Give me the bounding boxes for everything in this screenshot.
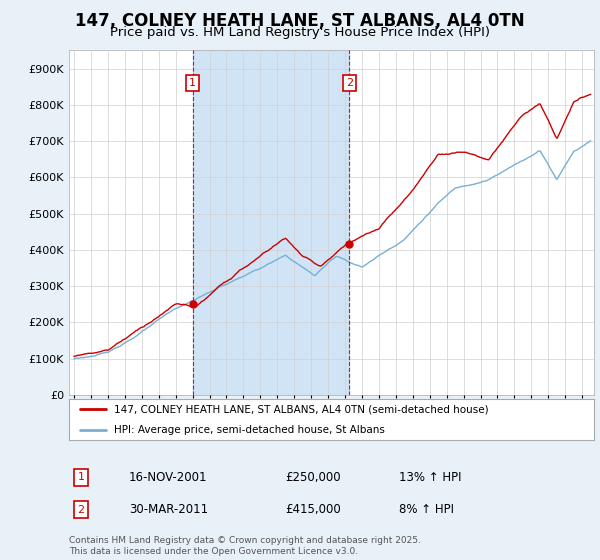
Text: 147, COLNEY HEATH LANE, ST ALBANS, AL4 0TN (semi-detached house): 147, COLNEY HEATH LANE, ST ALBANS, AL4 0… bbox=[113, 404, 488, 414]
Text: 1: 1 bbox=[77, 472, 85, 482]
Text: HPI: Average price, semi-detached house, St Albans: HPI: Average price, semi-detached house,… bbox=[113, 424, 385, 435]
Text: Price paid vs. HM Land Registry's House Price Index (HPI): Price paid vs. HM Land Registry's House … bbox=[110, 26, 490, 39]
Text: 1: 1 bbox=[189, 78, 196, 88]
Text: 16-NOV-2001: 16-NOV-2001 bbox=[129, 470, 208, 484]
Text: £415,000: £415,000 bbox=[285, 503, 341, 516]
Text: 13% ↑ HPI: 13% ↑ HPI bbox=[399, 470, 461, 484]
Text: 2: 2 bbox=[346, 78, 353, 88]
Text: 30-MAR-2011: 30-MAR-2011 bbox=[129, 503, 208, 516]
Text: £250,000: £250,000 bbox=[285, 470, 341, 484]
Text: Contains HM Land Registry data © Crown copyright and database right 2025.
This d: Contains HM Land Registry data © Crown c… bbox=[69, 536, 421, 556]
Text: 2: 2 bbox=[77, 505, 85, 515]
Bar bbox=[193, 50, 349, 395]
Text: 147, COLNEY HEATH LANE, ST ALBANS, AL4 0TN: 147, COLNEY HEATH LANE, ST ALBANS, AL4 0… bbox=[75, 12, 525, 30]
Text: 8% ↑ HPI: 8% ↑ HPI bbox=[399, 503, 454, 516]
